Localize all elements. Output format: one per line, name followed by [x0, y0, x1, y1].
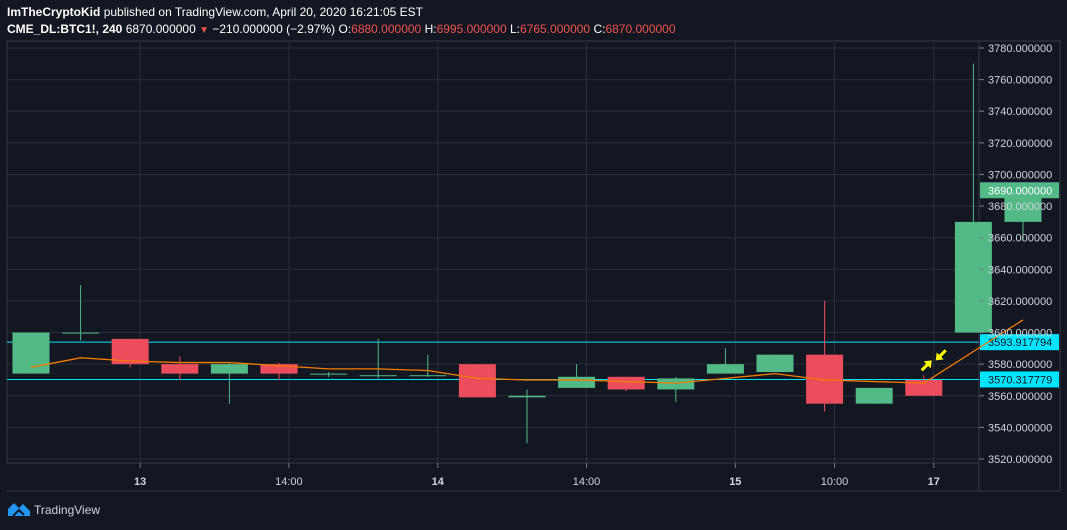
price-tick-label: 3540.000000: [988, 422, 1052, 434]
arrow-head-right: [935, 352, 944, 361]
time-axis: 13 14:00 14 14:00 15 10:00 17: [134, 463, 940, 488]
price-tick-label: 3620.000000: [988, 296, 1052, 308]
low-label: L:: [510, 22, 521, 36]
candle-body: [558, 376, 596, 388]
candles: [12, 63, 1042, 444]
author-name[interactable]: ImTheCryptoKid: [7, 5, 101, 19]
low-value: 6765.000000: [520, 22, 591, 36]
candle-body: [12, 332, 50, 374]
moving-average: [30, 319, 1024, 384]
level-label: 3593.917794: [988, 337, 1052, 349]
candle-body: [806, 354, 844, 404]
candle-body: [458, 364, 496, 398]
candle-body: [310, 373, 348, 375]
brand-name: TradingView: [34, 503, 101, 517]
candle-body: [657, 378, 695, 390]
candle-body: [508, 395, 546, 398]
last-price-label: 3690.000000: [988, 185, 1052, 197]
time-tick-label: 14:00: [275, 476, 303, 488]
price-tick-label: 3580.000000: [988, 359, 1052, 371]
triangle-down-icon: ▼: [199, 25, 210, 36]
close-value: 6870.000000: [605, 22, 676, 36]
time-tick-label: 17: [928, 476, 940, 488]
candle-body: [905, 379, 943, 396]
candle-body: [855, 387, 893, 404]
last-price: 6870.000000: [125, 22, 196, 36]
last-price-label-bg: [980, 182, 1059, 199]
arrow-head-left: [923, 360, 932, 369]
open-label: O:: [338, 22, 352, 36]
candle-body: [756, 354, 794, 373]
price-change: −210.000000 (−2.97%): [212, 22, 336, 36]
high-label: H:: [424, 22, 437, 36]
candle-body: [706, 364, 744, 374]
price-tick-label: 3700.000000: [988, 169, 1052, 181]
price-tick-label: 3720.000000: [988, 138, 1052, 150]
candle-body: [409, 375, 447, 377]
time-tick-label: 15: [729, 476, 741, 488]
candle-body: [161, 364, 199, 374]
open-value: 6880.000000: [351, 22, 422, 36]
price-tick-label: 3560.000000: [988, 391, 1052, 403]
candle-body: [210, 364, 248, 374]
price-tick-label: 3600.000000: [988, 328, 1052, 340]
level-label-bg: [980, 334, 1059, 351]
close-label: C:: [593, 22, 606, 36]
time-tick-label: 14:00: [573, 476, 601, 488]
candle-body: [607, 376, 645, 390]
moving-average-line: [30, 319, 1024, 384]
publish-info: ImTheCryptoKid published on TradingView.…: [7, 5, 423, 19]
footer-brand[interactable]: TradingView: [8, 503, 100, 517]
price-tick-label: 3520.000000: [988, 454, 1052, 466]
candle-body: [359, 375, 397, 377]
tradingview-logo-icon: [8, 503, 30, 517]
candle-body: [260, 364, 298, 374]
price-tick-label: 3780.000000: [988, 43, 1052, 55]
candle-body: [954, 221, 992, 333]
price-tick-label: 3740.000000: [988, 106, 1052, 118]
price-tick-label: 3760.000000: [988, 75, 1052, 87]
high-value: 6995.000000: [436, 22, 507, 36]
level-label: 3570.317779: [988, 374, 1052, 386]
price-tick-label: 3680.000000: [988, 201, 1052, 213]
double-arrow-icon: [920, 349, 947, 372]
publish-text: published on TradingView.com, April 20, …: [103, 5, 424, 19]
annotations: [920, 349, 947, 372]
price-axis: 3520.000000 3540.000000 3560.000000 3580.00…: [979, 43, 1059, 466]
symbol-label[interactable]: CME_DL:BTC1!, 240: [7, 22, 123, 36]
time-tick-label: 14: [432, 476, 445, 488]
price-tick-label: 3640.000000: [988, 264, 1052, 276]
candle-body: [62, 332, 100, 334]
ohlc-legend: CME_DL:BTC1!, 240 6870.000000 ▼ −210.000…: [7, 22, 676, 36]
price-tick-label: 3660.000000: [988, 233, 1052, 245]
time-tick-label: 13: [134, 476, 146, 488]
grid: [7, 41, 979, 463]
time-tick-label: 10:00: [821, 476, 849, 488]
level-label-bg: [980, 371, 1059, 388]
